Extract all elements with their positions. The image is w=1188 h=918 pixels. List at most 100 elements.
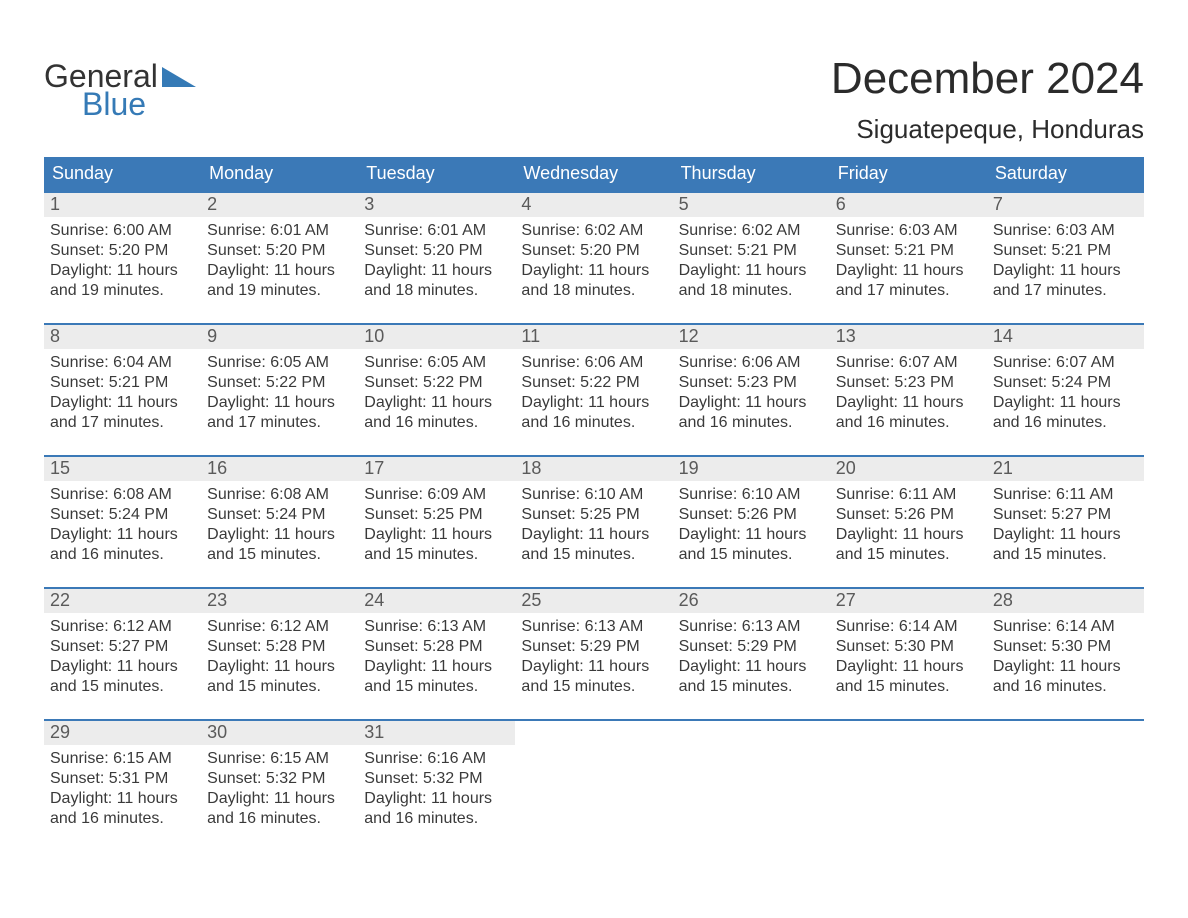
- day-number: 16: [201, 457, 358, 481]
- sunrise-line: Sunrise: 6:11 AM: [993, 485, 1138, 505]
- day-number: 3: [358, 193, 515, 217]
- daylight-line-2: and 16 minutes.: [207, 809, 352, 829]
- sunrise-line: Sunrise: 6:07 AM: [836, 353, 981, 373]
- daylight-line-1: Daylight: 11 hours: [50, 657, 195, 677]
- sunset-line: Sunset: 5:21 PM: [50, 373, 195, 393]
- daylight-line-1: Daylight: 11 hours: [50, 525, 195, 545]
- day-number: 4: [515, 193, 672, 217]
- calendar-day: 14Sunrise: 6:07 AMSunset: 5:24 PMDayligh…: [987, 325, 1144, 433]
- sunset-line: Sunset: 5:27 PM: [50, 637, 195, 657]
- daylight-line-1: Daylight: 11 hours: [50, 261, 195, 281]
- sunset-line: Sunset: 5:24 PM: [993, 373, 1138, 393]
- day-details: Sunrise: 6:12 AMSunset: 5:27 PMDaylight:…: [44, 613, 201, 697]
- weeks-container: 1Sunrise: 6:00 AMSunset: 5:20 PMDaylight…: [44, 191, 1144, 829]
- calendar-day: 18Sunrise: 6:10 AMSunset: 5:25 PMDayligh…: [515, 457, 672, 565]
- day-details: Sunrise: 6:02 AMSunset: 5:21 PMDaylight:…: [673, 217, 830, 301]
- daylight-line-1: Daylight: 11 hours: [207, 393, 352, 413]
- calendar-day: 13Sunrise: 6:07 AMSunset: 5:23 PMDayligh…: [830, 325, 987, 433]
- day-number: 28: [987, 589, 1144, 613]
- daylight-line-2: and 18 minutes.: [679, 281, 824, 301]
- daylight-line-2: and 16 minutes.: [50, 545, 195, 565]
- sunset-line: Sunset: 5:31 PM: [50, 769, 195, 789]
- calendar-day: 22Sunrise: 6:12 AMSunset: 5:27 PMDayligh…: [44, 589, 201, 697]
- sunrise-line: Sunrise: 6:12 AM: [50, 617, 195, 637]
- day-details: Sunrise: 6:10 AMSunset: 5:25 PMDaylight:…: [515, 481, 672, 565]
- calendar-day: 11Sunrise: 6:06 AMSunset: 5:22 PMDayligh…: [515, 325, 672, 433]
- day-number: 11: [515, 325, 672, 349]
- daylight-line-2: and 15 minutes.: [521, 545, 666, 565]
- sunrise-line: Sunrise: 6:14 AM: [993, 617, 1138, 637]
- sunrise-line: Sunrise: 6:10 AM: [521, 485, 666, 505]
- sunrise-line: Sunrise: 6:16 AM: [364, 749, 509, 769]
- day-number: 5: [673, 193, 830, 217]
- daylight-line-1: Daylight: 11 hours: [207, 657, 352, 677]
- daylight-line-1: Daylight: 11 hours: [836, 525, 981, 545]
- sunset-line: Sunset: 5:24 PM: [207, 505, 352, 525]
- daylight-line-2: and 17 minutes.: [50, 413, 195, 433]
- daylight-line-1: Daylight: 11 hours: [207, 789, 352, 809]
- day-details: Sunrise: 6:05 AMSunset: 5:22 PMDaylight:…: [358, 349, 515, 433]
- calendar-day: 5Sunrise: 6:02 AMSunset: 5:21 PMDaylight…: [673, 193, 830, 301]
- sunset-line: Sunset: 5:28 PM: [364, 637, 509, 657]
- sunset-line: Sunset: 5:21 PM: [836, 241, 981, 261]
- daylight-line-2: and 17 minutes.: [993, 281, 1138, 301]
- calendar-day: 24Sunrise: 6:13 AMSunset: 5:28 PMDayligh…: [358, 589, 515, 697]
- day-number: 29: [44, 721, 201, 745]
- sunset-line: Sunset: 5:25 PM: [521, 505, 666, 525]
- sunset-line: Sunset: 5:29 PM: [679, 637, 824, 657]
- day-number: 22: [44, 589, 201, 613]
- day-number: 14: [987, 325, 1144, 349]
- logo: General Blue: [44, 60, 196, 120]
- logo-triangle-icon: [162, 60, 196, 92]
- sunrise-line: Sunrise: 6:11 AM: [836, 485, 981, 505]
- daylight-line-2: and 15 minutes.: [679, 545, 824, 565]
- day-number: 1: [44, 193, 201, 217]
- sunset-line: Sunset: 5:27 PM: [993, 505, 1138, 525]
- daylight-line-1: Daylight: 11 hours: [521, 393, 666, 413]
- day-number: 23: [201, 589, 358, 613]
- dow-wednesday: Wednesday: [515, 157, 672, 191]
- sunset-line: Sunset: 5:22 PM: [521, 373, 666, 393]
- daylight-line-2: and 16 minutes.: [993, 677, 1138, 697]
- sunrise-line: Sunrise: 6:00 AM: [50, 221, 195, 241]
- daylight-line-2: and 15 minutes.: [521, 677, 666, 697]
- calendar-week: 15Sunrise: 6:08 AMSunset: 5:24 PMDayligh…: [44, 455, 1144, 565]
- calendar-week: 8Sunrise: 6:04 AMSunset: 5:21 PMDaylight…: [44, 323, 1144, 433]
- page-container: General Blue December 2024 Siguatepeque,…: [0, 0, 1188, 829]
- day-details: Sunrise: 6:14 AMSunset: 5:30 PMDaylight:…: [830, 613, 987, 697]
- calendar-day: 19Sunrise: 6:10 AMSunset: 5:26 PMDayligh…: [673, 457, 830, 565]
- sunrise-line: Sunrise: 6:13 AM: [364, 617, 509, 637]
- location-label: Siguatepeque, Honduras: [831, 114, 1144, 145]
- daylight-line-2: and 16 minutes.: [836, 413, 981, 433]
- day-details: Sunrise: 6:10 AMSunset: 5:26 PMDaylight:…: [673, 481, 830, 565]
- sunrise-line: Sunrise: 6:05 AM: [207, 353, 352, 373]
- day-number: 9: [201, 325, 358, 349]
- sunrise-line: Sunrise: 6:13 AM: [521, 617, 666, 637]
- day-details: Sunrise: 6:03 AMSunset: 5:21 PMDaylight:…: [830, 217, 987, 301]
- daylight-line-1: Daylight: 11 hours: [521, 261, 666, 281]
- daylight-line-1: Daylight: 11 hours: [207, 261, 352, 281]
- daylight-line-1: Daylight: 11 hours: [364, 789, 509, 809]
- day-details: Sunrise: 6:08 AMSunset: 5:24 PMDaylight:…: [44, 481, 201, 565]
- sunset-line: Sunset: 5:32 PM: [364, 769, 509, 789]
- calendar-day: 8Sunrise: 6:04 AMSunset: 5:21 PMDaylight…: [44, 325, 201, 433]
- day-details: Sunrise: 6:15 AMSunset: 5:31 PMDaylight:…: [44, 745, 201, 829]
- daylight-line-1: Daylight: 11 hours: [679, 393, 824, 413]
- day-details: Sunrise: 6:02 AMSunset: 5:20 PMDaylight:…: [515, 217, 672, 301]
- sunset-line: Sunset: 5:28 PM: [207, 637, 352, 657]
- sunrise-line: Sunrise: 6:02 AM: [521, 221, 666, 241]
- day-details: Sunrise: 6:14 AMSunset: 5:30 PMDaylight:…: [987, 613, 1144, 697]
- calendar-day: 16Sunrise: 6:08 AMSunset: 5:24 PMDayligh…: [201, 457, 358, 565]
- day-details: Sunrise: 6:06 AMSunset: 5:22 PMDaylight:…: [515, 349, 672, 433]
- day-number: 24: [358, 589, 515, 613]
- day-details: Sunrise: 6:07 AMSunset: 5:23 PMDaylight:…: [830, 349, 987, 433]
- day-number: 25: [515, 589, 672, 613]
- daylight-line-1: Daylight: 11 hours: [364, 525, 509, 545]
- sunrise-line: Sunrise: 6:03 AM: [993, 221, 1138, 241]
- sunset-line: Sunset: 5:23 PM: [679, 373, 824, 393]
- daylight-line-2: and 15 minutes.: [993, 545, 1138, 565]
- day-number: 20: [830, 457, 987, 481]
- calendar-day: 26Sunrise: 6:13 AMSunset: 5:29 PMDayligh…: [673, 589, 830, 697]
- calendar-day: 20Sunrise: 6:11 AMSunset: 5:26 PMDayligh…: [830, 457, 987, 565]
- calendar-day: 17Sunrise: 6:09 AMSunset: 5:25 PMDayligh…: [358, 457, 515, 565]
